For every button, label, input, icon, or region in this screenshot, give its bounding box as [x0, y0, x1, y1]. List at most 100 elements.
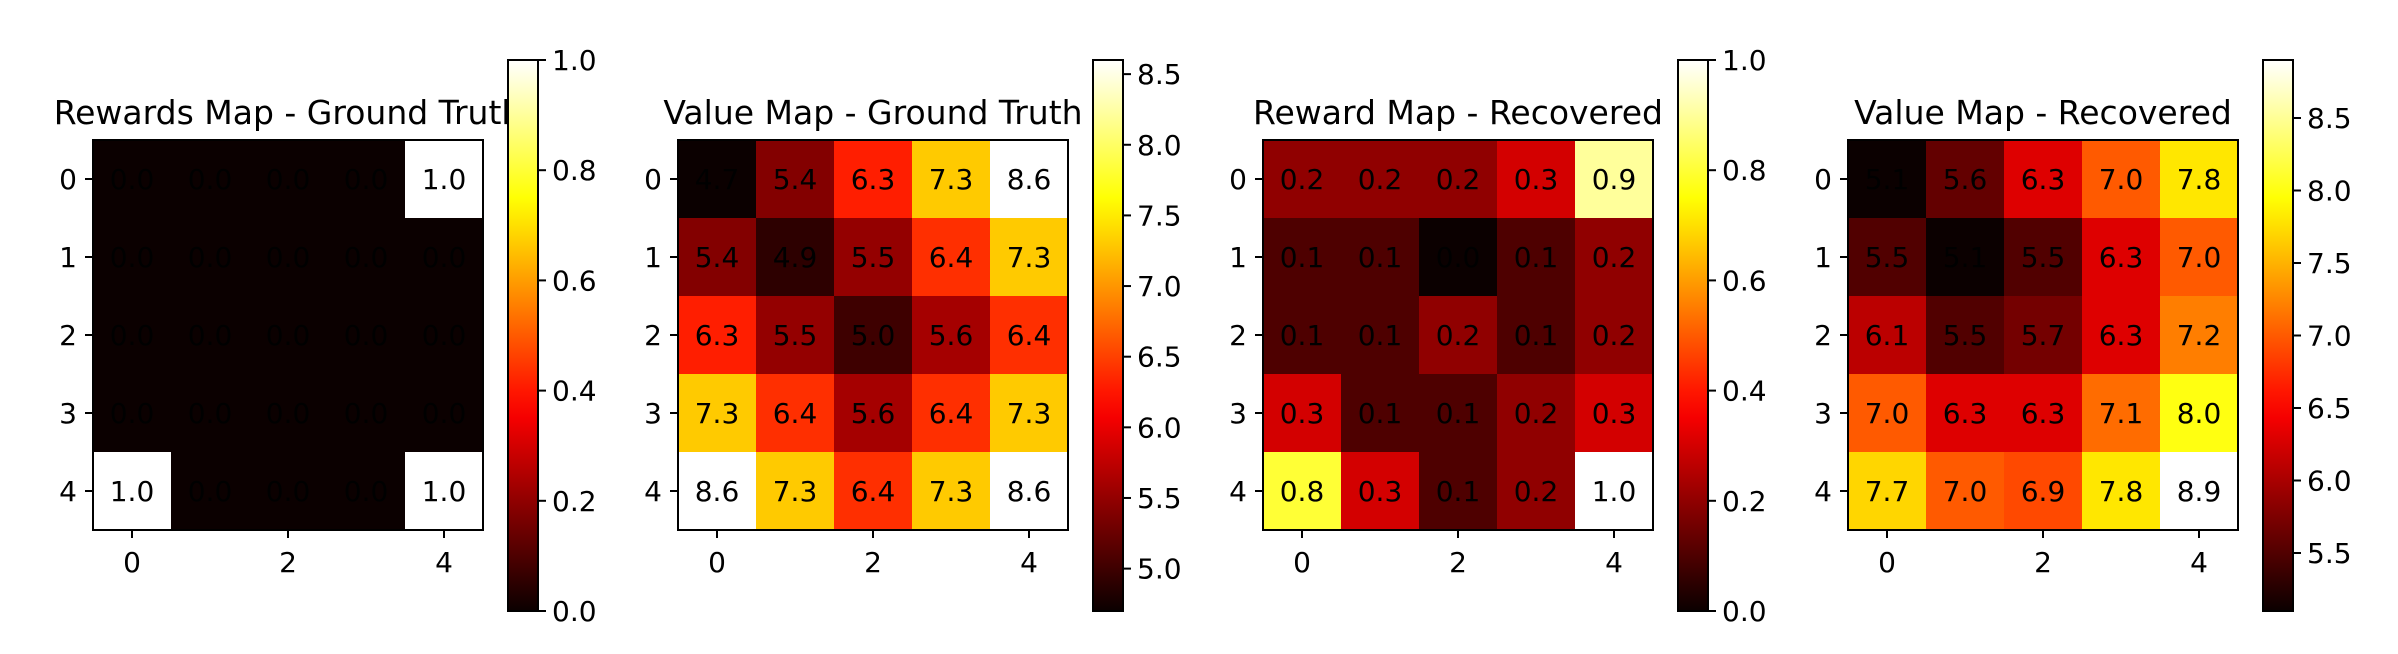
cell-label: 6.3	[2099, 319, 2144, 352]
heatmap-cell	[2082, 452, 2161, 531]
heatmap-cell	[756, 452, 835, 531]
y-tick-label: 1	[1814, 241, 1832, 274]
cell-label: 5.0	[851, 319, 896, 352]
heatmap-cell	[249, 452, 328, 531]
cell-label: 7.3	[929, 163, 974, 196]
heatmap-cell	[1926, 140, 2005, 219]
heatmap-cell	[1497, 374, 1576, 453]
heatmap-cell	[1926, 296, 2005, 375]
heatmap-cell	[327, 218, 406, 297]
cell-label: 0.2	[1280, 163, 1325, 196]
heatmap-cell	[405, 218, 484, 297]
heatmap-cell	[912, 140, 991, 219]
cell-label: 5.4	[773, 163, 818, 196]
chart-title: Value Map - Recovered	[1854, 93, 2232, 132]
x-tick-label: 0	[1293, 546, 1311, 579]
colorbar-tick-label: 5.0	[1137, 553, 1182, 586]
cell-label: 0.0	[344, 475, 389, 508]
heatmap-cell	[678, 374, 757, 453]
cell-label: 0.2	[1514, 397, 1559, 430]
heatmap-cell	[93, 140, 172, 219]
colorbar-tick-label: 7.0	[1137, 270, 1182, 303]
cell-label: 0.0	[110, 163, 155, 196]
colorbar-tick-label: 0.6	[552, 264, 597, 297]
cell-label: 6.1	[1865, 319, 1910, 352]
heatmap-cell	[249, 218, 328, 297]
heatmap-cell	[834, 218, 913, 297]
heatmap-cell	[1497, 218, 1576, 297]
y-tick-label: 1	[1229, 241, 1247, 274]
cell-label: 0.0	[1436, 241, 1481, 274]
cell-label: 0.0	[266, 397, 311, 430]
y-tick-label: 3	[59, 397, 77, 430]
heatmap-cell	[2082, 296, 2161, 375]
colorbar-tick-label: 1.0	[1722, 44, 1767, 77]
heatmap-panel-3: 0.2 0.2 0.2 0.3 0.9 0.1 0.1 0.0 0.1 0.2 0.1 0.1 0.2 0…	[1229, 44, 1766, 628]
cell-label: 0.0	[344, 163, 389, 196]
colorbar-tick-label: 0.8	[1722, 154, 1767, 187]
heatmap-cell	[171, 140, 250, 219]
heatmap-cell	[756, 296, 835, 375]
cell-label: 7.2	[2177, 319, 2222, 352]
heatmap-cell	[2082, 218, 2161, 297]
x-tick-label: 0	[708, 546, 726, 579]
cell-label: 0.3	[1514, 163, 1559, 196]
colorbar-tick-label: 0.6	[1722, 264, 1767, 297]
cell-label: 0.0	[188, 163, 233, 196]
colorbar-tick-label: 0.2	[552, 485, 597, 518]
cell-label: 7.0	[1865, 397, 1910, 430]
cell-label: 1.0	[422, 163, 467, 196]
y-tick-label: 1	[59, 241, 77, 274]
cell-label: 0.0	[344, 397, 389, 430]
cell-label: 0.1	[1358, 241, 1403, 274]
heatmap-cell	[1848, 140, 1927, 219]
cell-label: 0.2	[1592, 241, 1637, 274]
cell-label: 0.0	[188, 319, 233, 352]
cell-label: 5.5	[1943, 319, 1988, 352]
y-tick-label: 2	[644, 319, 662, 352]
cell-label: 6.3	[695, 319, 740, 352]
heatmap-cell	[1575, 296, 1654, 375]
cell-label: 4.7	[695, 163, 740, 196]
colorbar-tick-label: 0.0	[552, 595, 597, 628]
x-tick-label: 4	[435, 546, 453, 579]
heatmap-cell	[990, 374, 1069, 453]
y-tick-label: 2	[1814, 319, 1832, 352]
x-tick-label: 4	[2190, 546, 2208, 579]
heatmap-cell	[93, 374, 172, 453]
chart-title: Reward Map - Recovered	[1253, 93, 1663, 132]
cell-label: 0.3	[1358, 475, 1403, 508]
colorbar	[507, 59, 539, 612]
colorbar-tick-label: 0.4	[552, 375, 597, 408]
cell-label: 0.1	[1280, 241, 1325, 274]
heatmap-cell	[2004, 140, 2083, 219]
heatmap-cell	[756, 218, 835, 297]
y-tick-label: 3	[644, 397, 662, 430]
chart-title: Rewards Map - Ground Truth	[54, 93, 523, 132]
x-tick-label: 2	[2034, 546, 2052, 579]
cell-label: 6.3	[851, 163, 896, 196]
cell-label: 0.0	[344, 241, 389, 274]
cell-label: 1.0	[422, 475, 467, 508]
cell-label: 6.3	[1943, 397, 1988, 430]
heatmap-cell	[249, 296, 328, 375]
y-tick-label: 4	[59, 475, 77, 508]
heatmap-cell	[1263, 374, 1342, 453]
heatmap-panel-1: 0.0 0.0 0.0 0.0 1.0 0.0 0.0 0.0 0.0 0.0 0.0 0.0 0.0 0…	[54, 44, 597, 628]
heatmap-cell	[1497, 140, 1576, 219]
heatmap-cell	[405, 140, 484, 219]
heatmap-cell	[2160, 452, 2239, 531]
cell-label: 5.6	[851, 397, 896, 430]
heatmap-cell	[912, 374, 991, 453]
cell-label: 7.3	[773, 475, 818, 508]
cell-label: 8.9	[2177, 475, 2222, 508]
heatmap-cell	[678, 218, 757, 297]
colorbar	[1092, 59, 1124, 612]
heatmap-cell	[1263, 452, 1342, 531]
cell-label: 5.1	[1943, 241, 1988, 274]
x-tick-label: 2	[864, 546, 882, 579]
heatmap-cell	[249, 140, 328, 219]
cell-label: 5.1	[1865, 163, 1910, 196]
cell-label: 0.0	[188, 397, 233, 430]
cell-label: 0.0	[266, 475, 311, 508]
